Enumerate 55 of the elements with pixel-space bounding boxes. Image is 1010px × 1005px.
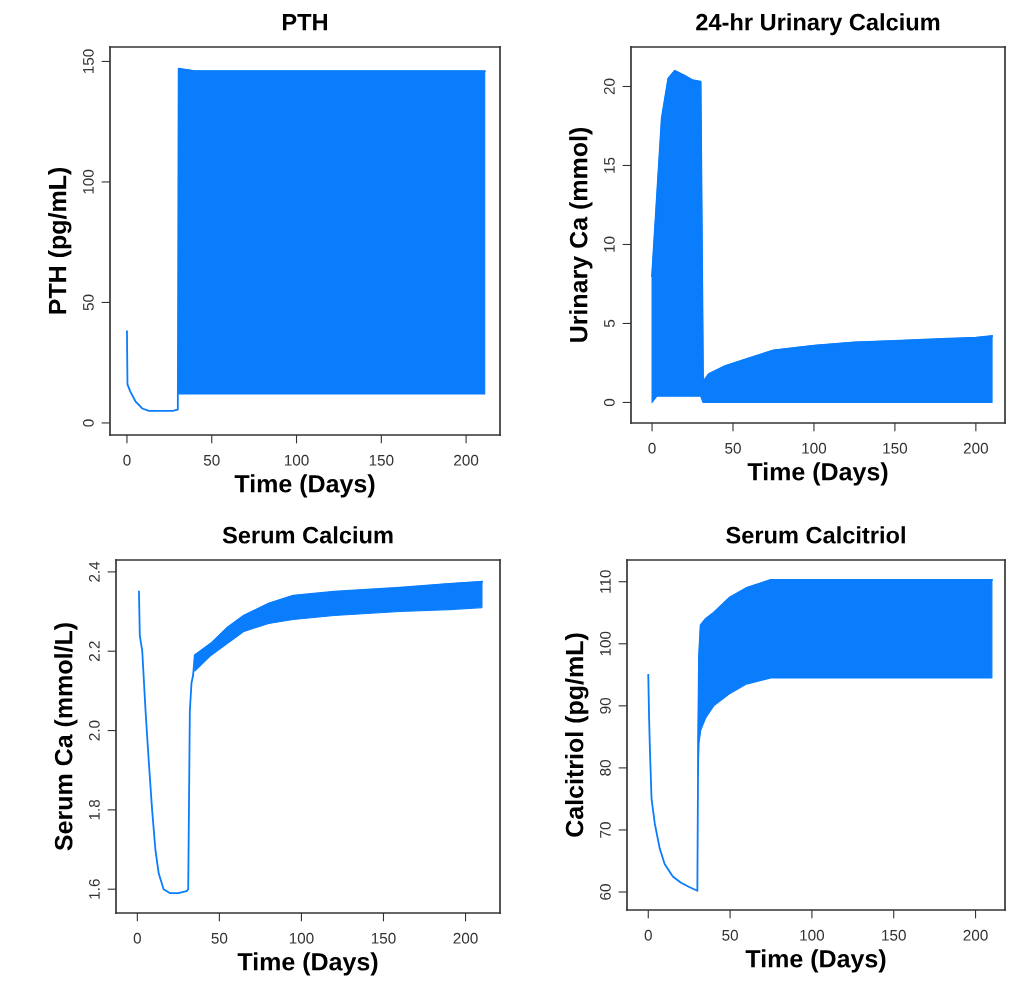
y-tick-label: 0: [603, 398, 615, 407]
x-tick-label: 50: [722, 929, 738, 941]
x-tick-label: 50: [211, 932, 228, 944]
line-series: [126, 67, 486, 412]
y-tick-label: 2.0: [88, 720, 100, 741]
x-tick-label: 150: [883, 442, 908, 454]
x-tick-label: 150: [882, 929, 906, 941]
x-tick-label: 200: [963, 929, 988, 941]
y-tick-label: 90: [599, 697, 611, 714]
y-tick-label: 0: [82, 419, 94, 427]
y-tick-label: 1.6: [88, 879, 100, 899]
y-tick-label: 2.4: [88, 561, 100, 582]
y-axis-title: Urinary Ca (mmol): [569, 127, 593, 342]
x-tick-label: 0: [644, 929, 652, 941]
y-tick-label: 50: [82, 294, 94, 311]
y-axis-title: PTH (pg/mL): [48, 167, 72, 314]
chart-title: 24-hr Urinary Calcium: [696, 13, 940, 36]
x-tick-label: 100: [800, 929, 825, 941]
x-tick-label: 100: [284, 454, 309, 466]
y-tick-label: 80: [599, 759, 611, 776]
x-tick-label: 150: [369, 454, 394, 466]
x-tick-label: 150: [371, 932, 396, 944]
line-series: [647, 578, 993, 892]
line-series: [138, 580, 483, 895]
y-tick-label: 2.2: [88, 641, 100, 662]
y-axis-title: Calcitriol (pg/mL): [565, 633, 589, 837]
y-tick-label: 15: [604, 157, 615, 173]
y-tick-label: 10: [603, 236, 615, 252]
y-tick-label: 20: [603, 78, 615, 95]
x-axis-title: Time (Days): [237, 952, 378, 976]
x-tick-label: 0: [133, 932, 141, 944]
x-tick-label: 50: [203, 454, 220, 466]
x-tick-label: 200: [963, 442, 989, 454]
y-axis-title: Serum Ca (mmol/L): [54, 623, 78, 851]
chart-title: PTH: [282, 14, 328, 31]
x-axis-title: Time (Days): [234, 474, 375, 498]
x-tick-label: 200: [454, 454, 479, 466]
y-tick-label: 100: [599, 631, 611, 656]
chart-title: Serum Calcium: [222, 526, 393, 544]
y-tick-label: 110: [599, 570, 611, 593]
y-tick-label: 70: [599, 822, 611, 838]
x-tick-label: 0: [648, 442, 656, 454]
x-tick-label: 100: [289, 932, 314, 944]
x-tick-label: 0: [123, 454, 131, 466]
y-tick-label: 60: [599, 884, 611, 900]
y-tick-label: 1.8: [88, 799, 100, 820]
chart-title: Serum Calcitriol: [726, 526, 905, 544]
x-tick-label: 100: [802, 442, 827, 454]
y-tick-label: 5: [604, 319, 615, 328]
x-axis-title: Time (Days): [745, 949, 886, 973]
x-axis-title: Time (Days): [747, 462, 888, 486]
y-tick-label: 150: [82, 49, 94, 74]
x-tick-label: 50: [725, 442, 741, 454]
x-tick-label: 200: [453, 932, 478, 944]
y-tick-label: 100: [82, 169, 94, 194]
